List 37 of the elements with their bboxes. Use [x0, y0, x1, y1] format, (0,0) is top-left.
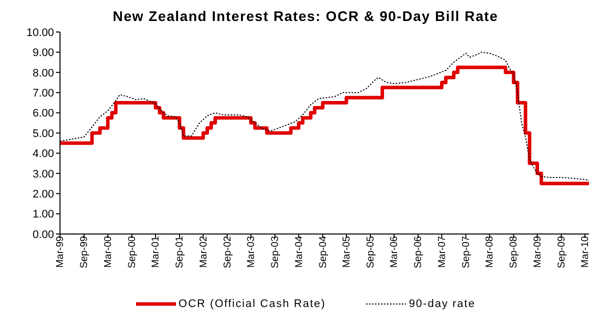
x-tick-label: Sep-09: [556, 236, 568, 268]
y-tick-label: 8.00: [32, 67, 54, 80]
x-tick-label: Mar-06: [389, 236, 400, 268]
x-tick-label: Mar-00: [102, 236, 114, 268]
x-tick-label: Sep-99: [79, 236, 90, 268]
x-tick-label: Sep-06: [413, 236, 424, 268]
x-tick-label: Mar-04: [294, 236, 305, 268]
x-tick-label: Sep-00: [126, 236, 138, 268]
y-tick-label: 10.00: [26, 26, 54, 39]
chart-title: New Zealand Interest Rates: OCR & 90-Day Bill Rate: [112, 8, 500, 24]
legend-label: OCR (Official Cash Rate): [178, 298, 326, 310]
y-tick-label: 2.00: [32, 188, 54, 201]
x-tick-label: Sep-03: [270, 236, 282, 268]
x-tick-label: Mar-08: [484, 236, 496, 268]
x-tick-label: Mar-03: [246, 236, 257, 268]
x-tick-label: Sep-01: [174, 236, 186, 268]
x-tick-label: Mar-99: [55, 236, 66, 268]
y-tick-label: 6.00: [32, 108, 54, 120]
x-tick-label: Mar-01: [150, 236, 162, 268]
y-tick-label: 5.00: [32, 128, 54, 140]
legend-label: 90-day rate: [408, 298, 476, 310]
x-tick-label: Sep-07: [460, 236, 472, 268]
y-tick-label: 7.00: [32, 88, 54, 100]
y-tick-label: 3.00: [32, 168, 54, 180]
x-tick-label: Mar-05: [341, 236, 352, 268]
x-tick-label: Sep-04: [318, 236, 329, 268]
x-tick-label: Mar-09: [532, 236, 544, 268]
x-tick-label: Sep-08: [508, 236, 520, 268]
y-tick-label: 4.00: [32, 148, 54, 160]
x-tick-label: Mar-10: [580, 236, 592, 268]
y-tick-label: 1.00: [32, 208, 54, 221]
y-tick-label: 9.00: [32, 47, 54, 60]
y-tick-label: 0.00: [32, 228, 54, 241]
x-tick-label: Sep-02: [222, 236, 234, 268]
x-tick-label: Mar-07: [436, 236, 448, 268]
x-tick-label: Mar-02: [198, 236, 210, 268]
x-tick-label: Sep-05: [366, 236, 377, 268]
